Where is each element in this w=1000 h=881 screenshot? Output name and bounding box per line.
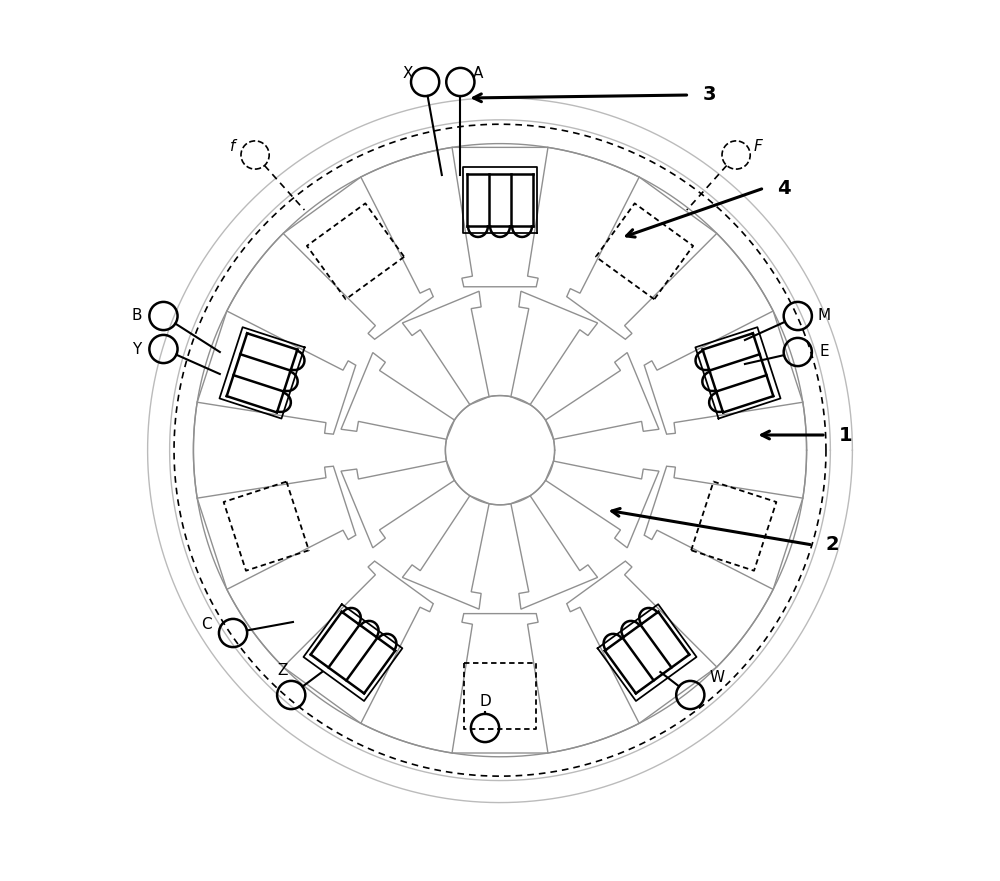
Text: M: M bbox=[818, 308, 831, 323]
Text: X: X bbox=[402, 66, 413, 81]
Text: 2: 2 bbox=[826, 536, 840, 554]
Text: 3: 3 bbox=[703, 85, 716, 105]
Text: Y: Y bbox=[132, 342, 142, 357]
Text: C: C bbox=[201, 617, 212, 632]
Text: E: E bbox=[819, 344, 829, 359]
Text: W: W bbox=[709, 670, 724, 685]
Text: F: F bbox=[754, 138, 763, 153]
Text: f: f bbox=[230, 138, 236, 153]
Text: A: A bbox=[473, 66, 483, 81]
Text: Z: Z bbox=[277, 663, 288, 677]
Text: 1: 1 bbox=[839, 426, 853, 445]
Text: 4: 4 bbox=[778, 179, 791, 197]
Text: B: B bbox=[132, 308, 142, 323]
Text: D: D bbox=[479, 694, 491, 709]
